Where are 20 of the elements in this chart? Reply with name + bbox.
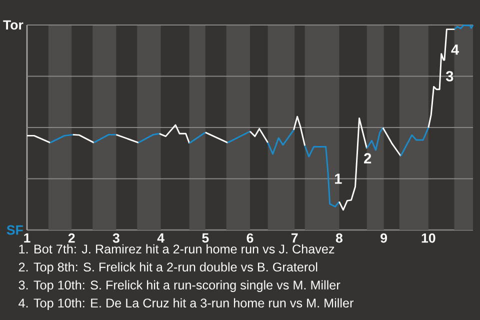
x-tick-label: 9 [380, 233, 388, 243]
x-tick-label: 2 [68, 233, 75, 243]
x-tick-label: 6 [246, 233, 254, 243]
x-tick-label: 4 [157, 233, 164, 242]
text: SF [6, 225, 23, 235]
x-tick-label: 10 [422, 233, 436, 243]
x-tick-label: 7 [291, 233, 298, 242]
annotation: 3 [446, 71, 454, 82]
text: 2. Top 8th: S. Frelick hit a 2-run double vs B. Graterol [18, 262, 318, 274]
annotation: 1 [335, 174, 342, 184]
x-tick-label: 5 [202, 233, 209, 243]
annotation: 2 [364, 153, 372, 164]
text: 1. Bot 7th: J. Ramirez hit a 2-run home run vs J. Chavez [19, 244, 334, 254]
x-tick-label: 3 [112, 233, 120, 243]
text: Tor [3, 20, 24, 30]
annotation: 4 [451, 44, 459, 55]
x-tick-label: 8 [336, 233, 342, 243]
text: 3. Top 10th: S. Frelick hit a run-scoring single vs M. Miller [18, 280, 340, 292]
x-tick-label: 1 [24, 233, 30, 242]
text: 4. Top 10th: E. De La Cruz hit a 3-run home run vs M. Miller [18, 298, 354, 310]
